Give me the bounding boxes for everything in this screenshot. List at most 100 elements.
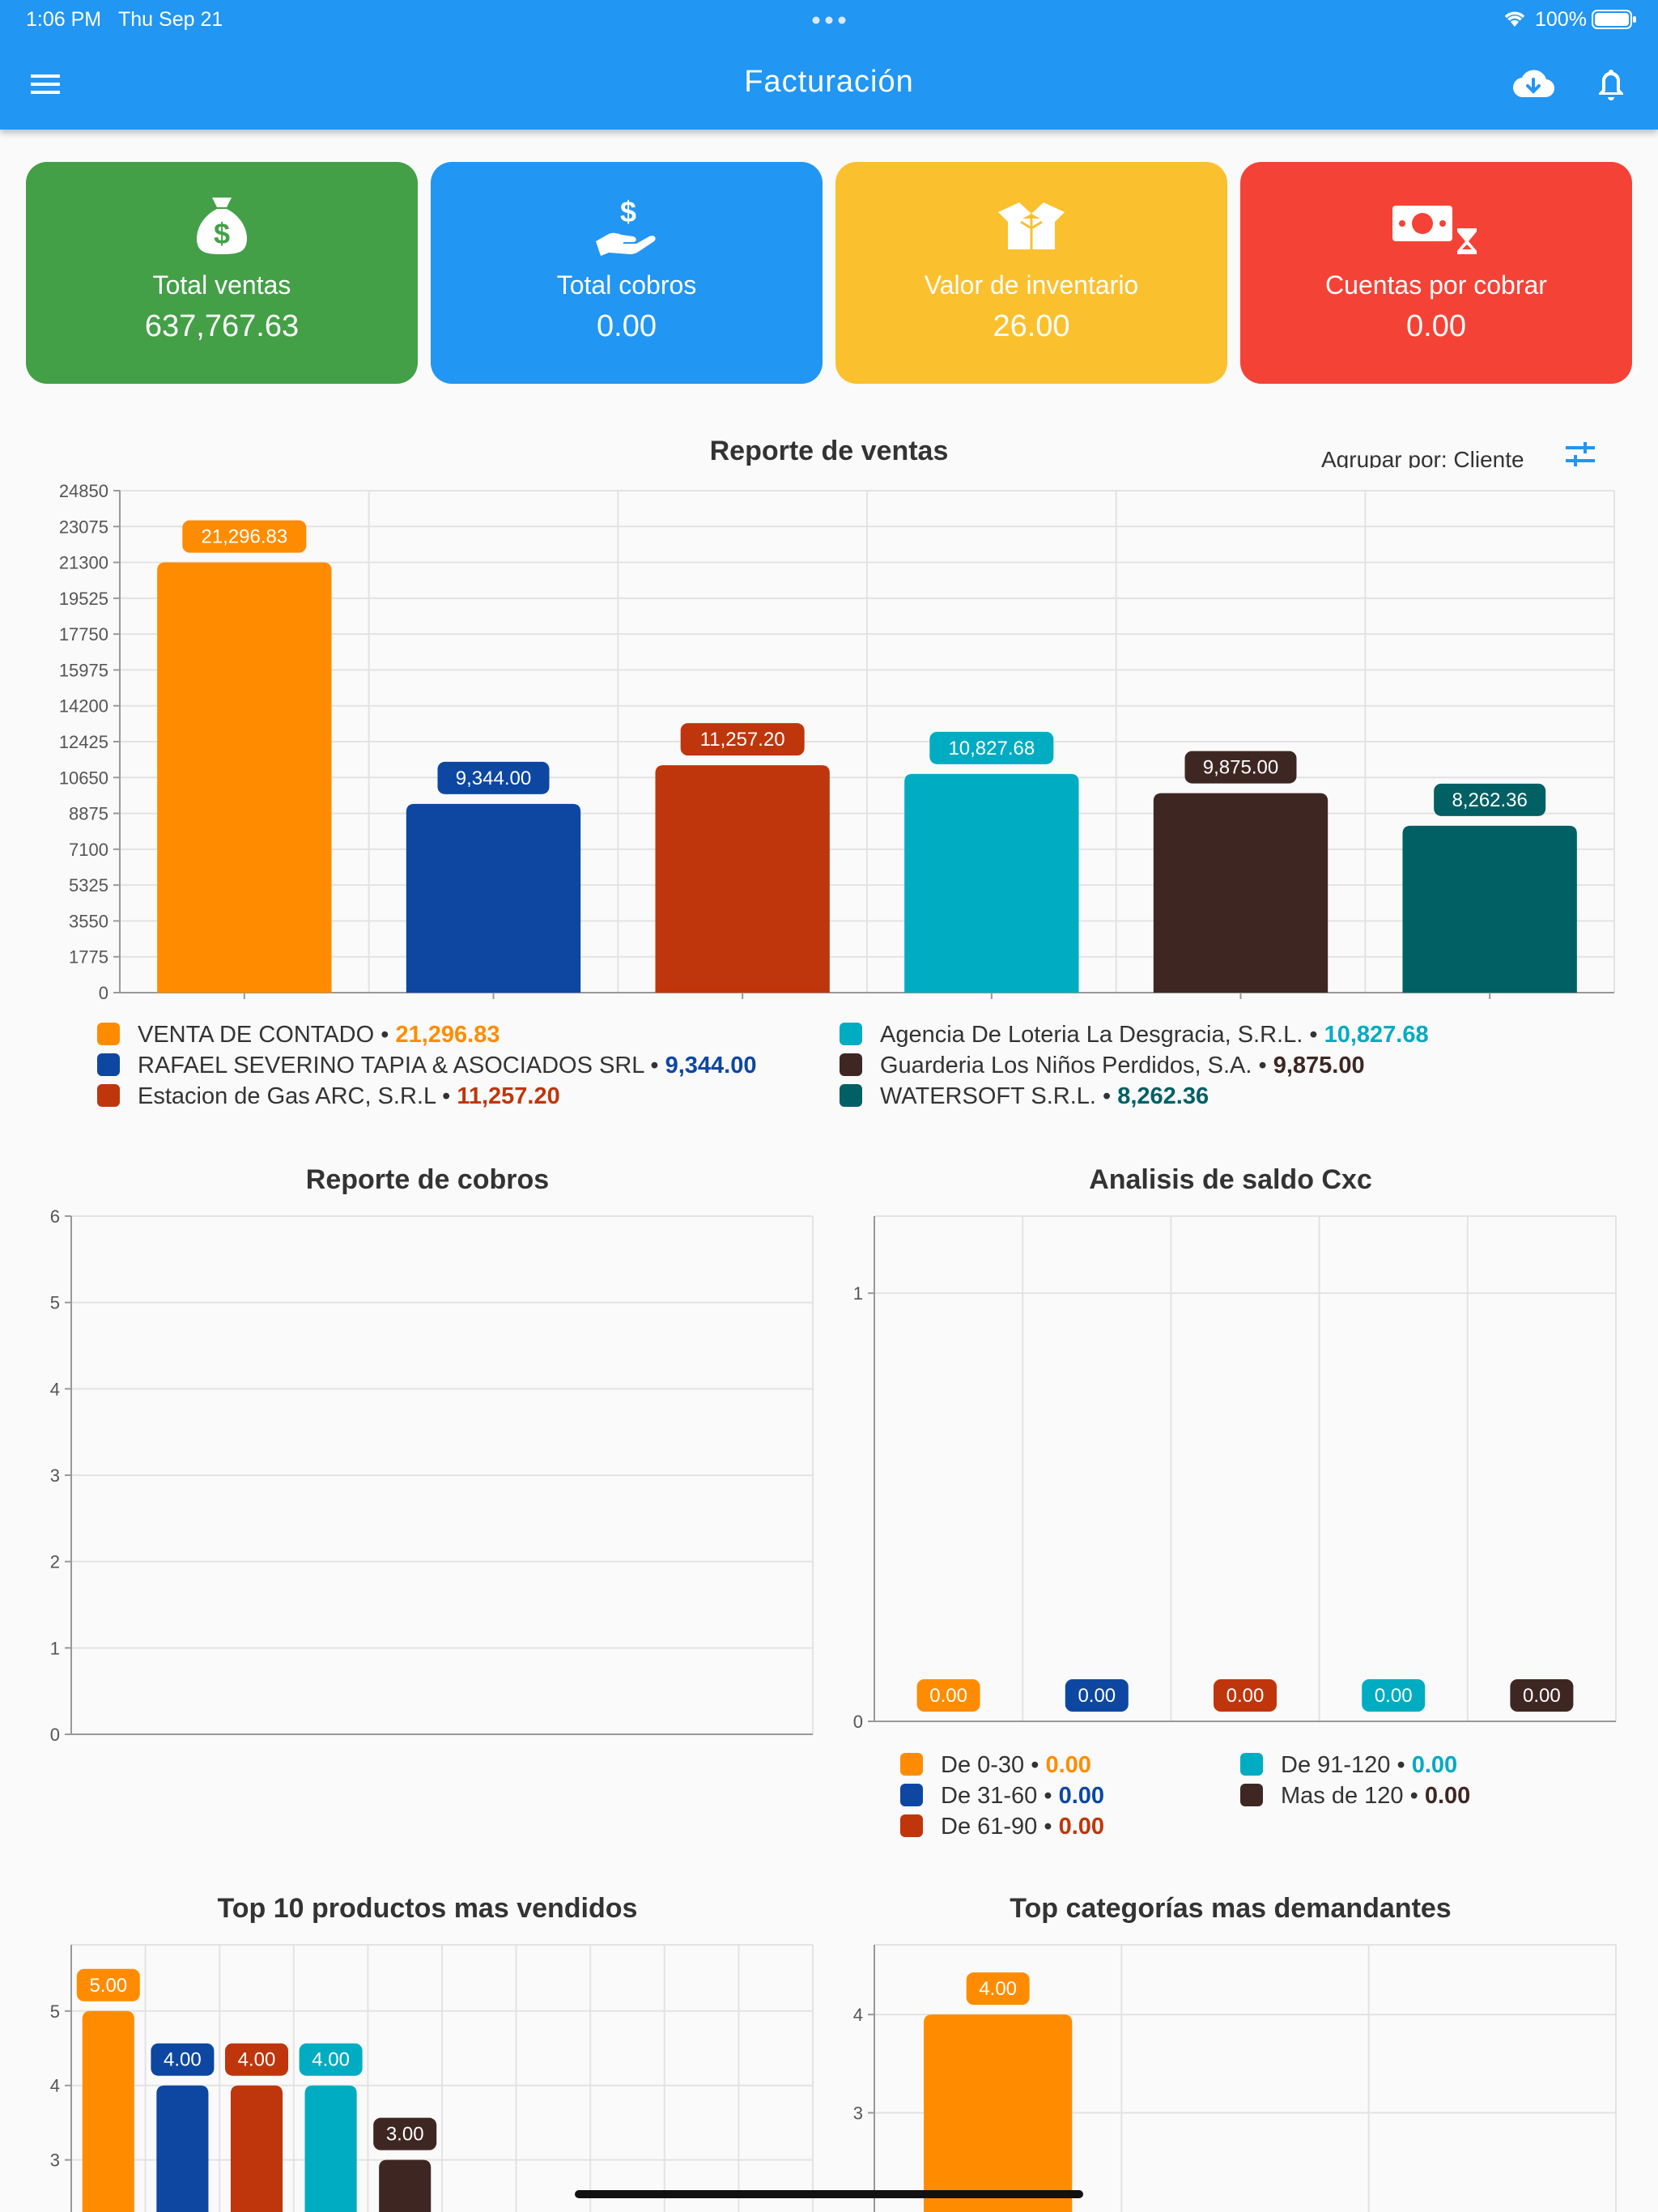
legend-swatch bbox=[900, 1784, 923, 1806]
data-label: 3.00 bbox=[386, 2124, 424, 2146]
legend-label: WATERSOFT S.R.L. bbox=[880, 1083, 1096, 1109]
top-categories-bar-chart: 344.00 bbox=[853, 1944, 1617, 2212]
legend-value: 0.00 bbox=[1424, 1783, 1471, 1809]
data-label: 0.00 bbox=[929, 1685, 967, 1707]
data-label: 0.00 bbox=[1375, 1685, 1413, 1707]
legend-label: Mas de 120 bbox=[1281, 1783, 1404, 1809]
legend-item: Agencia De Loteria La Desgracia, S.R.L. … bbox=[840, 1022, 1429, 1049]
data-label: 0.00 bbox=[1523, 1685, 1561, 1707]
legend-swatch bbox=[97, 1023, 120, 1045]
y-tick-label: 3 bbox=[853, 2103, 863, 2123]
top-products-bar-chart: 3 4 5 5.00 4.00 4.00 4.00 3.00 bbox=[50, 1944, 814, 2212]
data-label-bg bbox=[1184, 751, 1297, 784]
y-tick-label: 0 bbox=[853, 1712, 863, 1732]
legend-value: 0.00 bbox=[1058, 1814, 1105, 1840]
legend-value: 8,262.36 bbox=[1117, 1083, 1209, 1109]
legend-item: De 61-90 • 0.00 bbox=[900, 1814, 1104, 1840]
legend-swatch bbox=[840, 1023, 862, 1045]
open-box-icon bbox=[998, 202, 1065, 249]
data-label-bg bbox=[151, 2043, 215, 2076]
legend-label: De 61-90 bbox=[941, 1814, 1038, 1840]
battery-icon bbox=[1592, 10, 1637, 33]
menu-button[interactable] bbox=[21, 60, 70, 108]
y-tick-label: 12425 bbox=[59, 732, 108, 752]
data-label-bg bbox=[680, 723, 805, 756]
multitasking-dots-icon[interactable] bbox=[811, 15, 847, 29]
card-cuentas-por-cobrar[interactable]: Cuentas por cobrar 0.00 bbox=[1240, 162, 1632, 384]
data-label-bg bbox=[299, 2043, 363, 2076]
y-tick-label: 17750 bbox=[59, 624, 108, 644]
y-tick-label: 5325 bbox=[69, 875, 108, 895]
legend-item: WATERSOFT S.R.L. • 8,262.36 bbox=[840, 1083, 1209, 1110]
data-label-bg bbox=[1362, 1679, 1426, 1712]
svg-text:$: $ bbox=[620, 195, 636, 228]
data-label: 4.00 bbox=[164, 2049, 202, 2071]
legend-item: Guarderia Los Niños Perdidos, S.A. • 9,8… bbox=[840, 1053, 1365, 1079]
y-tick-label: 8875 bbox=[69, 804, 108, 824]
y-tick-label: 21300 bbox=[59, 553, 108, 573]
legend-swatch bbox=[900, 1814, 923, 1837]
data-label: 5.00 bbox=[89, 1975, 127, 1997]
legend-value: 0.00 bbox=[1058, 1783, 1105, 1809]
y-tick-label: 5 bbox=[50, 2001, 60, 2022]
group-by-label[interactable]: Agrupar por: Cliente bbox=[1321, 447, 1524, 468]
legend-value: 21,296.83 bbox=[395, 1022, 500, 1048]
money-hourglass-icon bbox=[1392, 206, 1477, 254]
card-total-ventas[interactable]: $ Total ventas 637,767.63 bbox=[26, 162, 418, 384]
y-tick-label: 1 bbox=[853, 1283, 863, 1304]
data-label-bg bbox=[76, 1968, 140, 2001]
bar bbox=[379, 2159, 432, 2212]
y-tick-label: 10650 bbox=[59, 768, 108, 788]
card-valor-inventario[interactable]: Valor de inventario 26.00 bbox=[835, 162, 1227, 384]
legend-item: De 31-60 • 0.00 bbox=[900, 1783, 1104, 1810]
data-label: 10,827.68 bbox=[948, 738, 1035, 759]
bar bbox=[904, 773, 1079, 993]
data-label: 21,296.83 bbox=[201, 526, 287, 548]
data-label-bg bbox=[966, 1972, 1030, 2006]
chart-title-ventas: Reporte de ventas bbox=[709, 436, 949, 466]
bar bbox=[1153, 793, 1329, 993]
legend-value: 0.00 bbox=[1411, 1752, 1458, 1778]
card-value: 0.00 bbox=[1406, 309, 1466, 343]
y-tick-label: 7100 bbox=[69, 840, 108, 860]
status-time: 1:06 PM bbox=[26, 8, 102, 31]
legend-value: 11,257.20 bbox=[457, 1083, 560, 1109]
y-tick-label: 0 bbox=[99, 983, 108, 1003]
card-total-cobros[interactable]: $ Total cobros 0.00 bbox=[431, 162, 823, 384]
data-label-bg bbox=[437, 761, 550, 794]
cloud-download-icon bbox=[1513, 70, 1554, 98]
filter-button[interactable] bbox=[1562, 440, 1608, 476]
card-value: 0.00 bbox=[597, 309, 657, 343]
data-label-bg bbox=[225, 2043, 288, 2076]
download-button[interactable] bbox=[1509, 60, 1558, 108]
home-indicator[interactable] bbox=[575, 2190, 1083, 2198]
y-tick-label: 19525 bbox=[59, 589, 108, 609]
y-tick-label: 4 bbox=[50, 1379, 60, 1399]
data-label-bg bbox=[1434, 783, 1546, 816]
chart-title-cobros: Reporte de cobros bbox=[305, 1164, 550, 1195]
legend-item: De 91-120 • 0.00 bbox=[1240, 1752, 1457, 1779]
data-label-bg bbox=[1214, 1679, 1277, 1712]
data-label: 9,344.00 bbox=[456, 768, 531, 789]
legend-swatch bbox=[97, 1053, 120, 1076]
y-tick-label: 2 bbox=[50, 1552, 60, 1572]
legend-label: VENTA DE CONTADO bbox=[138, 1022, 375, 1048]
battery-percent: 100% bbox=[1535, 8, 1587, 31]
data-label: 4.00 bbox=[312, 2049, 350, 2071]
notifications-button[interactable] bbox=[1587, 60, 1635, 108]
bell-icon bbox=[1599, 70, 1623, 100]
data-label: 0.00 bbox=[1078, 1685, 1116, 1707]
legend-item: RAFAEL SEVERINO TAPIA & ASOCIADOS SRL • … bbox=[97, 1053, 757, 1079]
y-tick-label: 6 bbox=[50, 1206, 60, 1227]
data-label: 0.00 bbox=[1226, 1685, 1265, 1707]
y-tick-label: 24850 bbox=[59, 481, 108, 501]
cxc-bar-chart: 0 1 0.00 0.00 0.00 0.00 0.00 bbox=[853, 1215, 1617, 1732]
data-label: 4.00 bbox=[979, 1978, 1017, 2000]
data-label-bg bbox=[929, 731, 1054, 764]
legend-item: VENTA DE CONTADO • 21,296.83 bbox=[97, 1022, 500, 1049]
data-label-bg bbox=[1510, 1679, 1574, 1712]
chart-title-top-productos: Top 10 productos mas vendidos bbox=[217, 1893, 638, 1924]
y-tick-label: 14200 bbox=[59, 696, 108, 717]
legend-label: RAFAEL SEVERINO TAPIA & ASOCIADOS SRL bbox=[138, 1053, 644, 1078]
data-label-bg bbox=[182, 520, 307, 553]
